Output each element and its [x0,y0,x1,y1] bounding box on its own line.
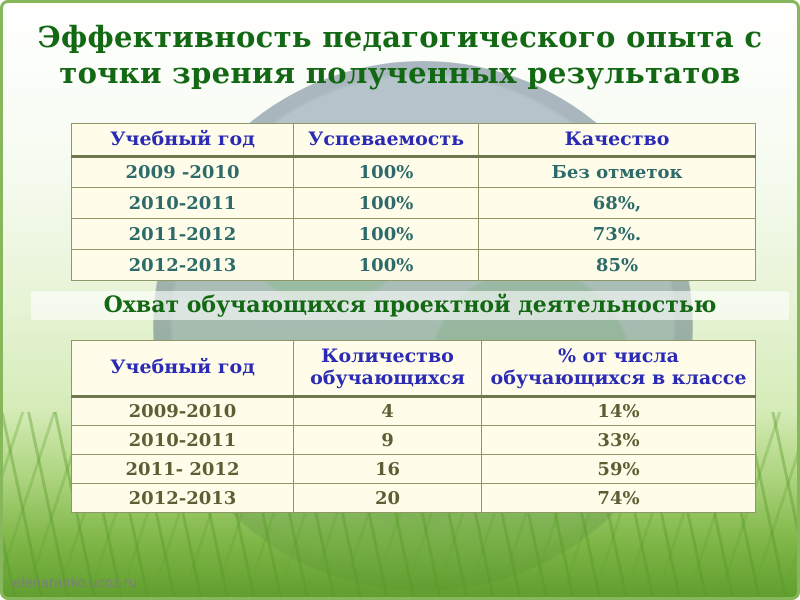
table-cell: 100% [293,156,479,188]
table-row: 2011- 2012 16 59% [71,454,756,484]
header-cell: Учебный год [71,123,294,158]
table-row: 2009-2010 4 14% [71,396,756,426]
table-cell: 74% [481,483,756,513]
header-cell: % от числа обучающихся в классе [481,340,756,398]
table-cell: 2011-2012 [71,218,294,250]
table-cell: 100% [293,249,479,281]
table-cell: 100% [293,187,479,219]
table-cell: 100% [293,218,479,250]
table-cell: 2012-2013 [71,249,294,281]
table-cell: 2009 -2010 [71,156,294,188]
table-cell: 2010-2011 [71,187,294,219]
slide-title-line1: Эффективность педагогического опыта с [37,20,763,54]
table-cell: 9 [293,425,482,455]
table-cell: 33% [481,425,756,455]
table-row: 2010-2011 100% 68%, [71,187,756,219]
slide-title-line2: точки зрения полученных результатов [59,56,741,91]
slide-subtitle: Охват обучающихся проектной деятельность… [31,291,789,320]
table-cell: 2011- 2012 [71,454,294,484]
table-cell: 2012-2013 [71,483,294,513]
table-cell: Без отметок [478,156,756,188]
table-cell: 16 [293,454,482,484]
header-cell: Качество [478,123,756,158]
header-cell: Успеваемость [293,123,479,158]
header-cell: Учебный год [71,340,294,398]
table-row: 2011-2012 100% 73%. [71,218,756,250]
header-cell: Количество обучающихся [293,340,482,398]
table-cell: 4 [293,396,482,426]
site-watermark: elenaranko.ucoz.ru [13,576,138,591]
results-table: Учебный год Успеваемость Качество 2009 -… [71,123,756,281]
project-activity-table: Учебный год Количество обучающихся % от … [71,340,756,513]
table-header-row: Учебный год Успеваемость Качество [71,123,756,158]
table-cell: 14% [481,396,756,426]
table-row: 2012-2013 100% 85% [71,249,756,281]
table-header-row: Учебный год Количество обучающихся % от … [71,340,756,398]
table-cell: 68%, [478,187,756,219]
table-cell: 20 [293,483,482,513]
table-cell: 73%. [478,218,756,250]
table-row: 2010-2011 9 33% [71,425,756,455]
table-row: 2012-2013 20 74% [71,483,756,513]
table-cell: 2010-2011 [71,425,294,455]
table-cell: 2009-2010 [71,396,294,426]
table-cell: 59% [481,454,756,484]
table-cell: 85% [478,249,756,281]
slide-title: Эффективность педагогического опыта с то… [3,19,797,92]
table-row: 2009 -2010 100% Без отметок [71,156,756,188]
